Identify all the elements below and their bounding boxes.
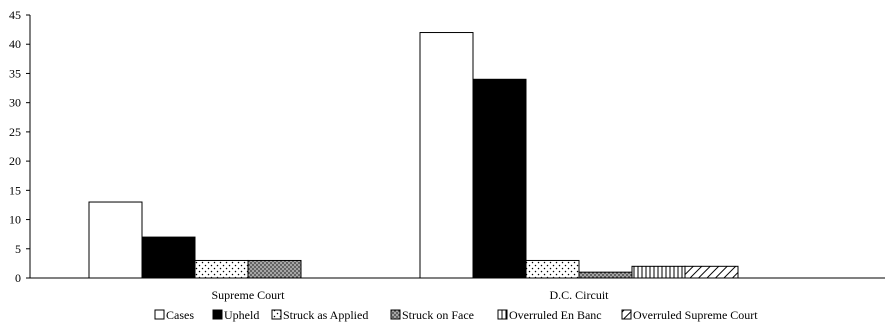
y-tick-label: 15 (9, 183, 21, 197)
legend-label-overruled-supreme-court: Overruled Supreme Court (633, 308, 758, 322)
legend-label-cases: Cases (166, 308, 194, 322)
bar-d-c-circuit-cases (419, 32, 474, 279)
bars-layer (88, 32, 739, 279)
legend-swatch-struck-on-face (390, 309, 401, 320)
bar-d-c-circuit-overruled-en-banc (631, 265, 686, 279)
y-tick-label: 30 (9, 96, 21, 110)
x-category-label: D.C. Circuit (550, 288, 610, 302)
legend-label-struck-as-applied: Struck as Applied (283, 308, 368, 322)
bar-supreme-court-struck-as-applied (194, 259, 249, 279)
y-tick-label: 40 (9, 37, 21, 51)
legend-swatch-overruled-en-banc (497, 309, 508, 320)
legend-swatch-cases (154, 309, 165, 320)
x-category-label: Supreme Court (212, 288, 286, 302)
bar-d-c-circuit-struck-on-face (578, 271, 633, 279)
y-tick-label: 10 (9, 213, 21, 227)
bar-d-c-circuit-struck-as-applied (525, 259, 580, 279)
y-tick-label: 35 (9, 66, 21, 80)
legend-label-struck-on-face: Struck on Face (402, 308, 474, 322)
bar-d-c-circuit-overruled-supreme-court (684, 265, 739, 279)
bar-supreme-court-upheld (141, 236, 196, 279)
y-tick-label: 25 (9, 125, 21, 139)
y-tick-label: 5 (15, 242, 21, 256)
bar-supreme-court-cases (88, 201, 143, 279)
legend-label-overruled-en-banc: Overruled En Banc (509, 308, 602, 322)
legend: Cases Upheld Struck as Applied Struck on Fa… (154, 308, 758, 322)
x-axis-category-labels: Supreme Court D.C. Circuit (212, 288, 610, 302)
y-axis-ticks: 0 5 10 15 20 25 30 35 40 45 (9, 8, 30, 285)
legend-label-upheld: Upheld (224, 308, 259, 322)
legend-swatch-upheld (212, 309, 223, 320)
bar-d-c-circuit-upheld (472, 78, 527, 279)
y-tick-label: 45 (9, 8, 21, 22)
y-tick-label: 20 (9, 154, 21, 168)
y-tick-label: 0 (15, 271, 21, 285)
legend-swatch-struck-as-applied (271, 309, 282, 320)
bar-supreme-court-struck-on-face (247, 259, 302, 279)
legend-swatch-overruled-supreme-court (621, 309, 632, 320)
